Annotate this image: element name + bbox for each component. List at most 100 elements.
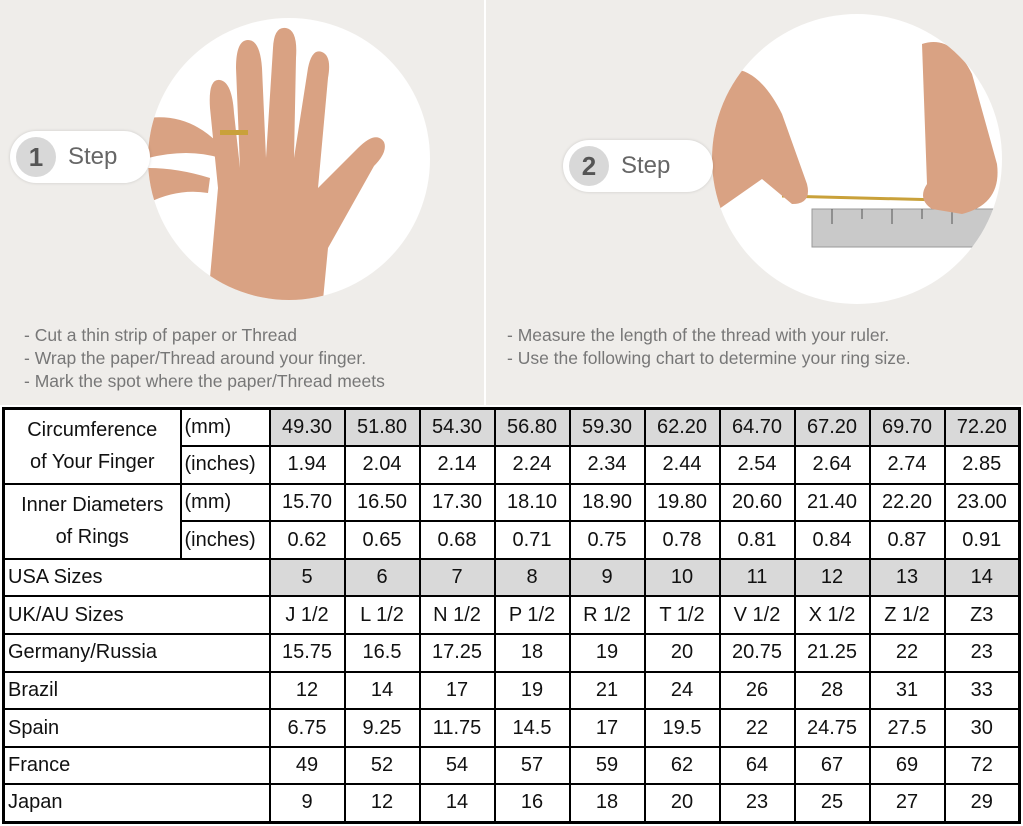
ring-size-table: Circumference of Your Finger (mm) 49.30 51.8…: [2, 407, 1021, 824]
value-cell: 69.70: [868, 407, 946, 448]
value-cell: 18: [568, 783, 646, 824]
value-cell: 16.50: [343, 482, 421, 523]
value-cell: 22: [868, 633, 946, 673]
value-cell: 0.81: [718, 520, 796, 560]
value-cell: 2.04: [343, 445, 421, 485]
value-cell: 2.34: [568, 445, 646, 485]
table-row: Germany/Russia 15.75 16.5 17.25 18 19 20 20.75 2…: [2, 633, 1021, 673]
step2-badge: 2 Step: [563, 140, 713, 192]
step2-number: 2: [569, 146, 609, 186]
value-cell: 29: [943, 783, 1021, 824]
value-cell: Z3: [943, 595, 1021, 636]
value-cell: 15.75: [268, 633, 346, 673]
ruler-icon: [712, 42, 1002, 248]
value-cell: 2.54: [718, 445, 796, 485]
value-cell: 0.71: [493, 520, 571, 560]
value-cell: 62: [643, 745, 721, 786]
value-cell: 8: [493, 557, 571, 598]
value-cell: 13: [868, 557, 946, 598]
value-cell: 9: [268, 783, 346, 824]
step2-instructions: - Measure the length of the thread with …: [507, 324, 911, 370]
value-cell: P 1/2: [493, 595, 571, 636]
value-cell: 12: [343, 783, 421, 824]
value-cell: 49: [268, 745, 346, 786]
value-cell: 17.25: [418, 633, 496, 673]
row-label: UK/AU Sizes: [2, 595, 271, 636]
value-cell: 23: [718, 783, 796, 824]
unit-cell: (mm): [179, 482, 271, 523]
step1-badge: 1 Step: [10, 131, 150, 183]
unit-cell: (inches): [179, 445, 271, 485]
instruction-line: - Use the following chart to determine y…: [507, 348, 911, 368]
value-cell: 14: [418, 783, 496, 824]
instruction-line: - Cut a thin strip of paper or Thread: [24, 325, 298, 345]
value-cell: 72.20: [943, 407, 1021, 448]
table-row: Circumference of Your Finger (mm) 49.30 51.8…: [2, 407, 1021, 485]
value-cell: Z 1/2: [868, 595, 946, 636]
value-cell: 27: [868, 783, 946, 824]
value-cell: 69: [868, 745, 946, 786]
instructions-panel: 1 Step - Cut a thin strip of paper or Th…: [0, 0, 1023, 405]
step1-number: 1: [16, 137, 56, 177]
group-label: Inner Diameters of Rings: [2, 482, 182, 560]
value-cell: 64: [718, 745, 796, 786]
value-cell: 14: [943, 557, 1021, 598]
value-cell: 72: [943, 745, 1021, 786]
value-cell: 24: [643, 670, 721, 711]
row-label: Spain: [2, 708, 271, 748]
value-cell: 64.70: [718, 407, 796, 448]
row-label: USA Sizes: [2, 557, 271, 598]
value-cell: 2.85: [943, 445, 1021, 485]
table-row: Japan 9 12 14 16 18 20 23 25 27 29: [2, 783, 1021, 824]
value-cell: T 1/2: [643, 595, 721, 636]
value-cell: 18.10: [493, 482, 571, 523]
value-cell: 30: [943, 708, 1021, 748]
value-cell: 20.75: [718, 633, 796, 673]
value-cell: 2.14: [418, 445, 496, 485]
value-cell: 62.20: [643, 407, 721, 448]
hand-icon: [148, 27, 385, 300]
value-cell: 5: [268, 557, 346, 598]
value-cell: V 1/2: [718, 595, 796, 636]
table-row: (inches) 0.62 0.65 0.68 0.71 0.75 0.78 0.81 0.84…: [4, 520, 1021, 560]
value-cell: 6.75: [268, 708, 346, 748]
value-cell: 0.78: [643, 520, 721, 560]
value-cell: 57: [493, 745, 571, 786]
value-cell: 12: [793, 557, 871, 598]
table-row: Inner Diameters of Rings (mm) 15.70 16.50 17.…: [2, 482, 1021, 560]
value-cell: 1.94: [268, 445, 346, 485]
value-cell: 18.90: [568, 482, 646, 523]
value-cell: 2.74: [868, 445, 946, 485]
value-cell: 27.5: [868, 708, 946, 748]
row-label: Japan: [2, 783, 271, 824]
value-cell: 22.20: [868, 482, 946, 523]
value-cell: 12: [268, 670, 346, 711]
value-cell: 51.80: [343, 407, 421, 448]
value-cell: J 1/2: [268, 595, 346, 636]
value-cell: 23.00: [943, 482, 1021, 523]
value-cell: 14: [343, 670, 421, 711]
value-cell: 20: [643, 633, 721, 673]
value-cell: 11.75: [418, 708, 496, 748]
value-cell: L 1/2: [343, 595, 421, 636]
group-label: Circumference of Your Finger: [2, 407, 182, 485]
value-cell: 23: [943, 633, 1021, 673]
value-cell: 17.30: [418, 482, 496, 523]
table-row: Spain 6.75 9.25 11.75 14.5 17 19.5 22 24.75 27.5 3…: [2, 708, 1021, 748]
value-cell: 28: [793, 670, 871, 711]
value-cell: 22: [718, 708, 796, 748]
value-cell: 67.20: [793, 407, 871, 448]
value-cell: 19: [493, 670, 571, 711]
row-label: France: [2, 745, 271, 786]
divider: [484, 0, 486, 405]
value-cell: 67: [793, 745, 871, 786]
table-row: (inches) 1.94 2.04 2.14 2.24 2.34 2.44 2.54 2.64…: [4, 445, 1021, 485]
value-cell: 14.5: [493, 708, 571, 748]
value-cell: 26: [718, 670, 796, 711]
value-cell: 20: [643, 783, 721, 824]
value-cell: 0.91: [943, 520, 1021, 560]
value-cell: 10: [643, 557, 721, 598]
group-label-line: of Your Finger: [29, 451, 155, 474]
value-cell: 11: [718, 557, 796, 598]
value-cell: 19.5: [643, 708, 721, 748]
